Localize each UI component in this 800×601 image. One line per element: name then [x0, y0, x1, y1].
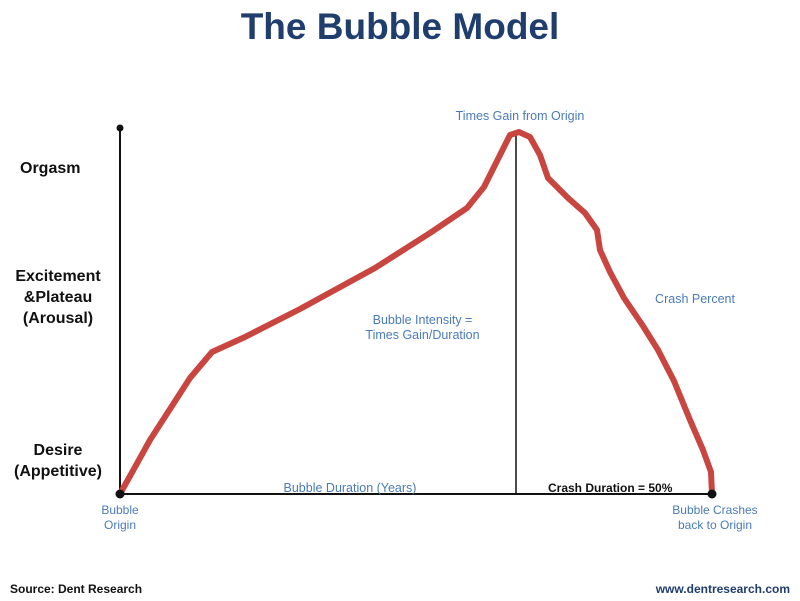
ylabel-excitement-line2: &Plateau	[23, 289, 93, 306]
ylabel-excitement-line1: Excitement	[15, 268, 101, 285]
website-url: www.dentresearch.com	[655, 582, 790, 596]
ylabel-desire-line1: Desire	[33, 442, 83, 459]
peak-label: Times Gain from Origin	[455, 109, 585, 123]
ylabel-excitement: Excitement &Plateau (Arousal)	[4, 266, 112, 329]
ylabel-excitement-line3: (Arousal)	[22, 310, 94, 327]
intensity-label-line1: Bubble Intensity =	[372, 313, 473, 327]
crash-end-label-line2: back to Origin	[677, 518, 753, 532]
origin-label-line2: Origin	[103, 518, 136, 532]
diagram-title: The Bubble Model	[240, 6, 560, 47]
intensity-label: Bubble Intensity = Times Gain/Duration	[330, 313, 515, 343]
origin-label: Bubble Origin	[90, 503, 150, 533]
y-axis-top-dot	[116, 124, 124, 132]
bubble-duration-label: Bubble Duration (Years)	[283, 481, 417, 495]
crash-end-label-line1: Bubble Crashes	[672, 503, 758, 517]
ylabel-orgasm: Orgasm	[20, 160, 81, 177]
crash-end-label: Bubble Crashes back to Origin	[660, 503, 770, 533]
crash-end-dot	[707, 489, 717, 499]
bubble-curve	[117, 129, 715, 497]
crash-percent-label: Crash Percent	[655, 292, 735, 306]
ylabel-desire-line2: (Appetitive)	[14, 463, 102, 480]
crash-duration-label: Crash Duration = 50%	[548, 481, 673, 495]
intensity-label-line2: Times Gain/Duration	[365, 328, 480, 342]
origin-dot	[115, 489, 125, 499]
origin-label-line1: Bubble	[101, 503, 139, 517]
source-credit: Source: Dent Research	[10, 582, 143, 596]
ylabel-desire: Desire (Appetitive)	[4, 440, 112, 482]
